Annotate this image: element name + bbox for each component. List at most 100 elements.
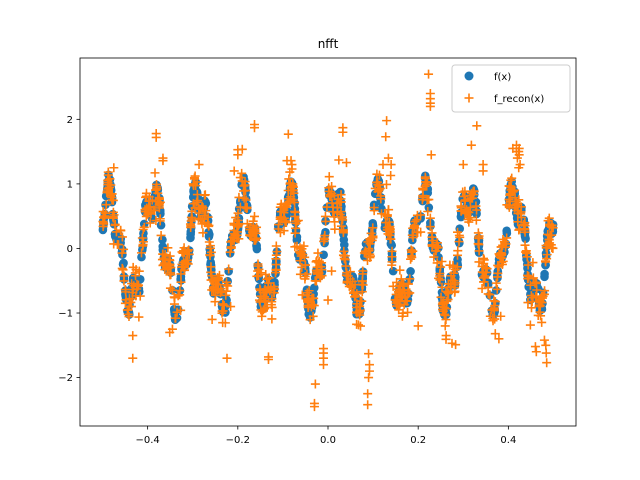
f-recon-x-point <box>381 132 391 142</box>
f-recon-x-point <box>494 334 504 344</box>
f-recon-x-point <box>198 228 208 238</box>
f-recon-x-point <box>356 321 366 331</box>
legend-box <box>451 64 571 113</box>
f-recon-x-point <box>138 237 148 247</box>
f-recon-x-point <box>541 340 551 350</box>
f-recon-x-point <box>425 222 435 232</box>
f-recon-x-point <box>233 150 243 160</box>
f-recon-x-point <box>327 266 337 276</box>
f-recon-x-point <box>180 265 190 275</box>
f-recon-x-point <box>436 262 446 272</box>
f-recon-x-point <box>386 234 396 244</box>
f-recon-x-point <box>502 233 512 243</box>
f-recon-x-point <box>465 202 475 212</box>
f-recon-x-point <box>397 311 407 321</box>
f-recon-x-point <box>540 286 550 296</box>
f-recon-x-point <box>106 180 116 190</box>
f-recon-x-point <box>395 301 405 311</box>
f-recon-x-point <box>472 205 482 215</box>
legend-label-f-x: f(x) <box>494 72 511 83</box>
f-recon-x-point <box>455 232 465 242</box>
f-recon-x-point <box>363 389 373 399</box>
f-recon-x-point <box>163 243 173 253</box>
f-recon-x-point <box>403 289 413 299</box>
f-recon-x-point <box>219 300 229 310</box>
f-recon-x-point <box>408 246 418 256</box>
f-recon-x-point <box>464 217 474 227</box>
f-recon-x-point <box>290 197 300 207</box>
f-recon-x-point <box>310 379 320 389</box>
f-recon-x-point <box>451 340 461 350</box>
f-recon-x-point <box>293 216 303 226</box>
f-recon-x-point <box>126 302 136 312</box>
f-recon-x-point <box>110 219 120 229</box>
f-recon-x-point <box>338 127 348 137</box>
f-recon-x-point <box>376 194 386 204</box>
f-recon-x-point <box>355 305 365 315</box>
f-recon-x-point <box>471 215 481 225</box>
f-recon-x-point <box>201 206 211 216</box>
y-tick-label: −2 <box>58 373 73 384</box>
f-recon-x-point <box>158 156 168 166</box>
f-recon-x-point <box>491 278 501 288</box>
f-recon-x-point <box>309 301 319 311</box>
f-recon-x-point <box>128 331 138 341</box>
f-recon-x-point <box>147 195 157 205</box>
y-tick-label: 2 <box>67 115 73 126</box>
f-recon-x-point <box>155 198 165 208</box>
f-recon-x-point <box>384 205 394 215</box>
f-x-point <box>521 234 530 243</box>
f-recon-x-point <box>416 210 426 220</box>
f-recon-x-point <box>407 252 417 262</box>
f-recon-x-point <box>493 268 503 278</box>
f-recon-x-point <box>536 311 546 321</box>
f-recon-x-point <box>436 292 446 302</box>
f-recon-x-point <box>405 288 415 298</box>
f-recon-x-point <box>374 170 384 180</box>
f-recon-x-point <box>516 202 526 212</box>
f-recon-x-point <box>490 297 500 307</box>
f-recon-x-point <box>402 296 412 306</box>
f-recon-x-point <box>281 217 291 227</box>
f-recon-x-point <box>352 289 362 299</box>
f-recon-x-point <box>531 277 541 287</box>
f-recon-x-point <box>538 291 548 301</box>
f-recon-x-point <box>428 236 438 246</box>
f-recon-x-point <box>111 227 121 237</box>
f-recon-x-point <box>101 200 111 210</box>
f-recon-x-point <box>323 295 333 305</box>
f-recon-x-point <box>271 260 281 270</box>
f-recon-x-point <box>256 268 266 278</box>
f-recon-x-point <box>234 219 244 229</box>
f-recon-x-point <box>525 320 535 330</box>
f-recon-x-point <box>204 220 214 230</box>
f-recon-x-point <box>309 402 319 412</box>
f-recon-x-point <box>109 210 119 220</box>
f-recon-x-point <box>286 156 296 166</box>
f-recon-x-point <box>210 290 220 300</box>
f-recon-x-point <box>138 225 148 234</box>
f-recon-x-point <box>264 273 274 283</box>
f-recon-x-point <box>365 251 375 261</box>
f-recon-x-point <box>479 255 489 265</box>
f-recon-x-point <box>442 296 452 306</box>
f-recon-x-point <box>410 217 420 227</box>
f-recon-x-point <box>382 210 392 220</box>
f-recon-x-point <box>357 296 367 306</box>
x-axis: −0.4 −0.2 0.0 0.2 0.4 <box>135 426 516 446</box>
f-recon-x-point <box>287 160 297 170</box>
f-x-point <box>406 267 415 276</box>
f-recon-x-point <box>224 264 234 274</box>
f-recon-x-point <box>514 195 524 205</box>
f-recon-x-point <box>507 173 517 183</box>
f-recon-x-point <box>334 155 344 165</box>
f-recon-x-point <box>282 198 292 208</box>
f-recon-x-point <box>128 353 138 363</box>
f-recon-x-point <box>498 256 508 266</box>
f-recon-x-point <box>197 201 207 211</box>
x-tick-label: 0.2 <box>410 435 426 446</box>
f-recon-x-point <box>336 207 346 217</box>
f-recon-x-point <box>358 280 368 290</box>
f-recon-x-point <box>321 216 331 226</box>
y-tick-label: 1 <box>67 179 73 190</box>
